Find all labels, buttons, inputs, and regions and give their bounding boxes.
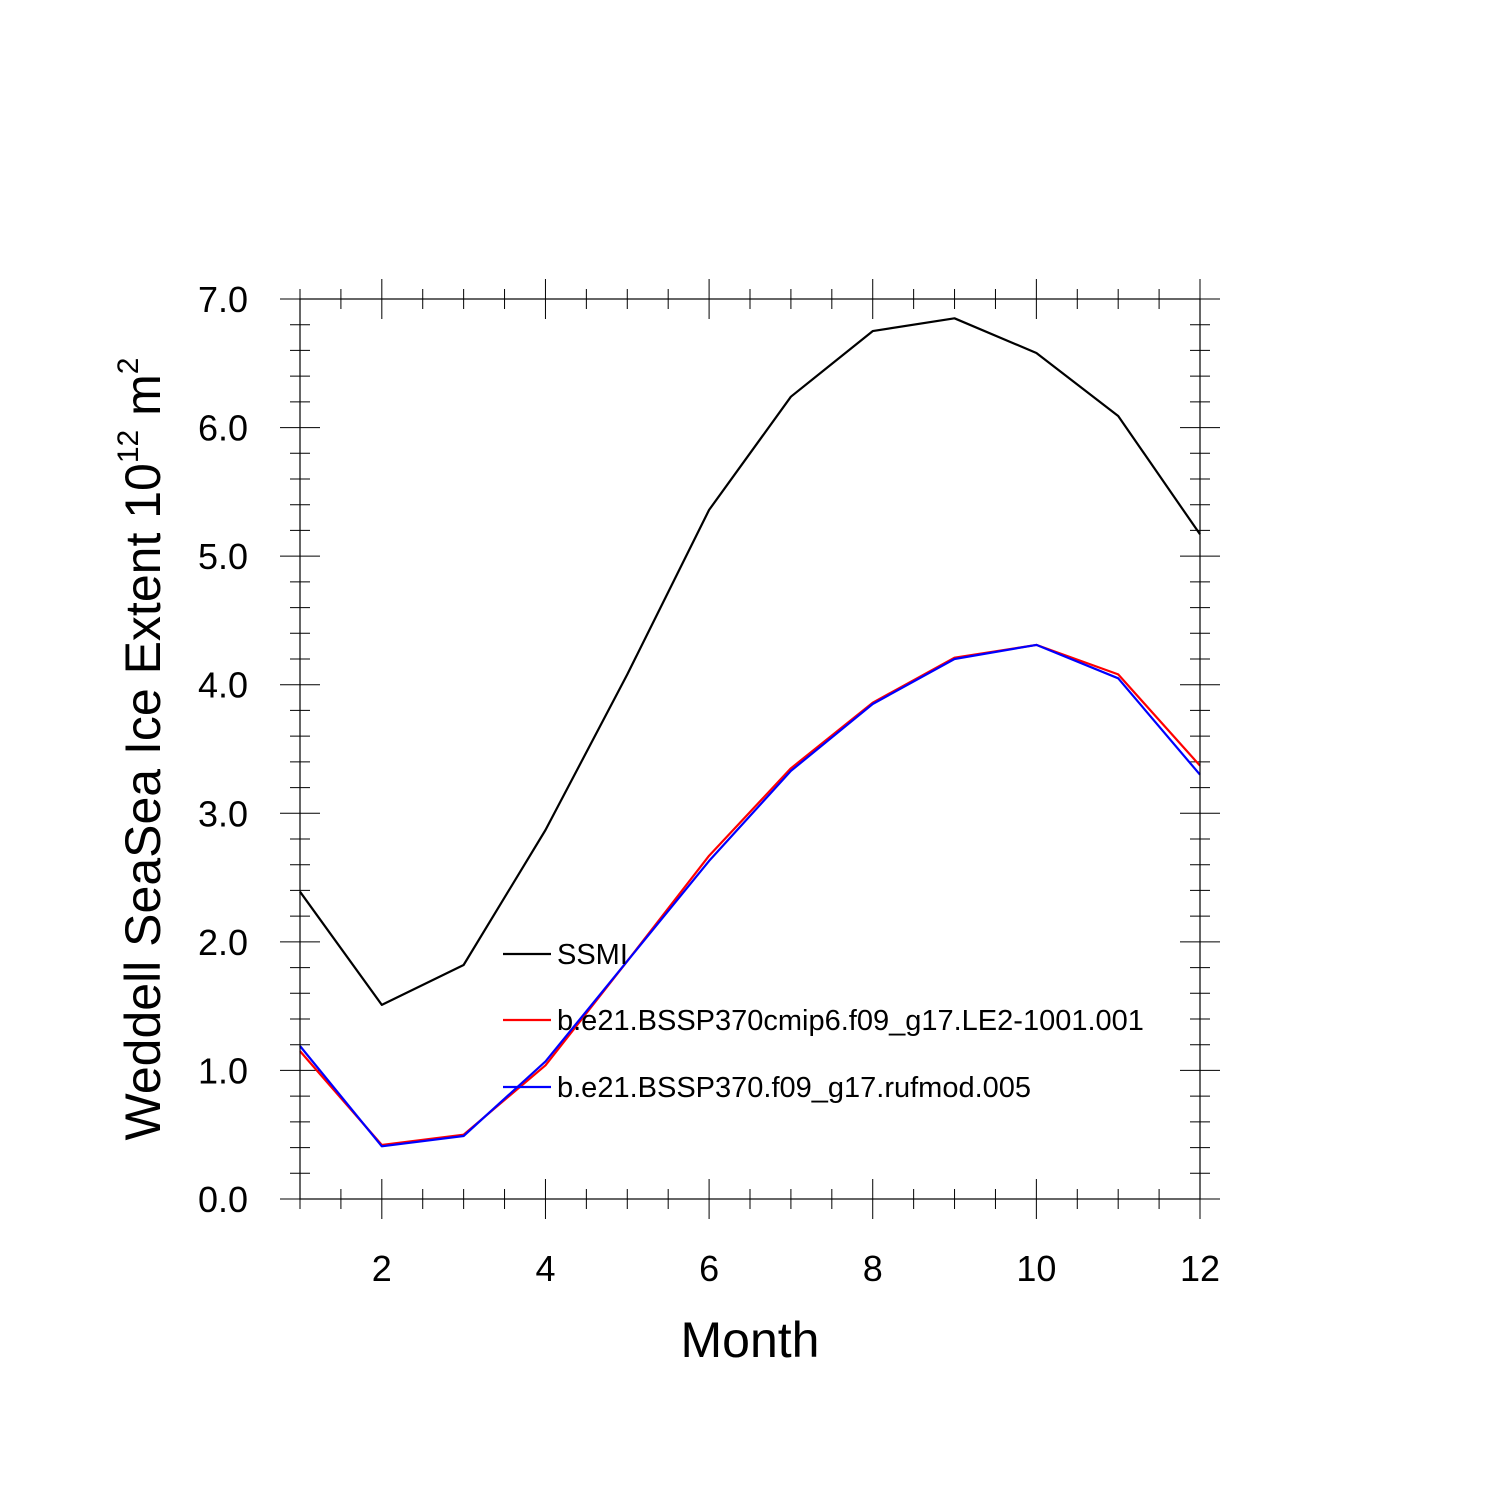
y-tick-label: 7.0 xyxy=(198,279,248,320)
legend-label-1: SSMI xyxy=(557,939,628,971)
plot-frame xyxy=(299,298,1201,1200)
legend-label-2: b.e21.BSSP370cmip6.f09_g17.LE2-1001.001 xyxy=(557,1005,1144,1037)
x-tick-label: 10 xyxy=(1016,1248,1056,1289)
y-tick-label: 0.0 xyxy=(198,1179,248,1220)
series-lines xyxy=(299,317,1201,1148)
x-tick-label: 4 xyxy=(535,1248,555,1289)
y-axis-label-unit-exponent: 2 xyxy=(112,358,145,375)
tick-labels: 2 4 6 8 10 12 0.0 1.0 2.0 3.0 4.0 5.0 6.0 7.0 xyxy=(198,279,1220,1289)
y-axis-label: Weddell SeaSea Ice Extent 1012 m2 xyxy=(112,358,171,1141)
x-tick-label: 12 xyxy=(1180,1248,1220,1289)
x-tick-label: 6 xyxy=(699,1248,719,1289)
y-axis-label-main: Weddell SeaSea Ice Extent 10 xyxy=(115,463,171,1140)
y-tick-label: 4.0 xyxy=(198,665,248,706)
y-tick-label: 3.0 xyxy=(198,793,248,834)
series-line-1 xyxy=(299,317,1201,1007)
series-line-3 xyxy=(299,643,1201,1148)
y-tick-label: 2.0 xyxy=(198,922,248,963)
y-tick-label: 1.0 xyxy=(198,1050,248,1091)
legend: SSMI b.e21.BSSP370cmip6.f09_g17.LE2-1001.… xyxy=(503,939,1144,1104)
y-tick-label: 5.0 xyxy=(198,536,248,577)
x-axis-label: Month xyxy=(681,1312,820,1368)
legend-label-3: b.e21.BSSP370.f09_g17.rufmod.005 xyxy=(557,1072,1031,1104)
y-axis-label-unit: m xyxy=(115,374,171,430)
y-tick-label: 6.0 xyxy=(198,408,248,449)
x-tick-label: 2 xyxy=(372,1248,392,1289)
series-line-2 xyxy=(299,643,1201,1147)
y-axis-label-exponent: 12 xyxy=(112,430,145,463)
x-tick-label: 8 xyxy=(863,1248,883,1289)
